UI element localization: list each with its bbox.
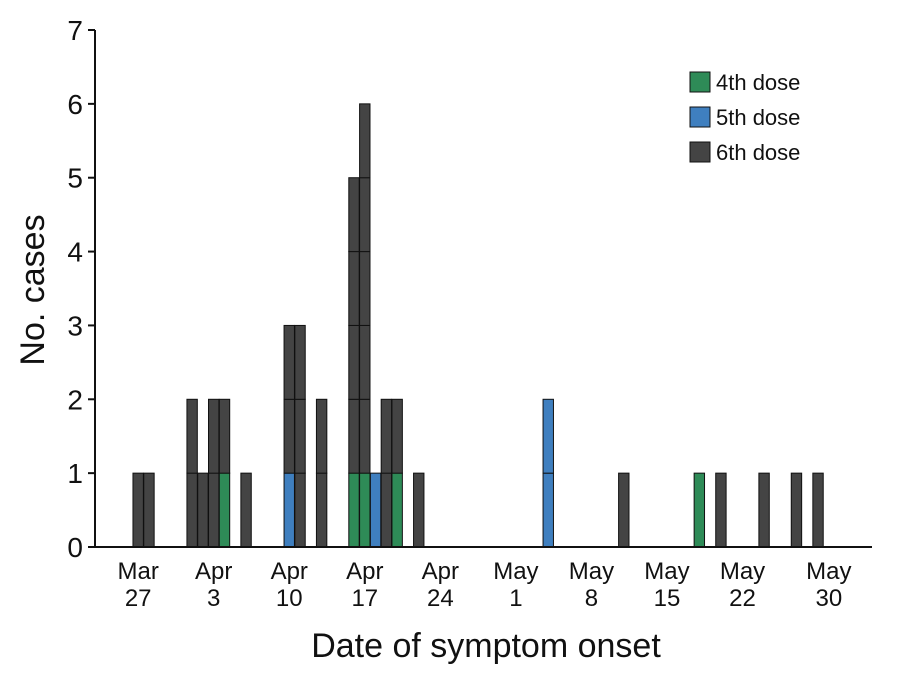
x-tick-label: May 1 bbox=[493, 558, 538, 612]
x-tick-label: Apr 10 bbox=[271, 558, 308, 612]
bar-segment-dose6 bbox=[240, 472, 252, 548]
bar-segment-dose5 bbox=[542, 398, 554, 474]
axes-group bbox=[94, 30, 872, 548]
legend-swatch bbox=[689, 141, 711, 163]
y-tick-label: 2 bbox=[67, 384, 83, 415]
bar-segment-dose6 bbox=[618, 472, 630, 548]
bar-segment-dose6 bbox=[283, 324, 295, 400]
bar-segment-dose4 bbox=[693, 472, 706, 548]
ticks-group: 0 1 2 3 4 5 6 7 Mar 27 Apr 3 Apr 10 Apr 17 Apr 24 May 1 May 8… bbox=[67, 15, 851, 612]
bar-segment-dose6 bbox=[359, 398, 371, 474]
bar-segment-dose4 bbox=[218, 472, 231, 548]
bar-segment-dose4 bbox=[348, 472, 360, 548]
x-tick-label: May 15 bbox=[644, 558, 689, 612]
legend-swatch bbox=[689, 106, 711, 128]
bar-segment-dose6 bbox=[218, 398, 231, 474]
bar-segment-dose6 bbox=[186, 472, 198, 548]
y-tick-label: 1 bbox=[67, 458, 83, 489]
bar-segment-dose6 bbox=[143, 472, 155, 548]
legend-label: 4th dose bbox=[716, 70, 800, 95]
bar-segment-dose6 bbox=[315, 398, 328, 474]
y-tick-label: 5 bbox=[67, 163, 83, 194]
bar-segment-dose6 bbox=[391, 398, 403, 474]
bar-segment-dose6 bbox=[208, 398, 220, 474]
bar-segment-dose6 bbox=[197, 472, 209, 548]
bar-segment-dose6 bbox=[348, 251, 360, 326]
bar-segment-dose6 bbox=[208, 472, 220, 548]
bar-segment-dose6 bbox=[758, 472, 770, 548]
bar-segment-dose6 bbox=[715, 472, 727, 548]
bar-segment-dose6 bbox=[315, 472, 328, 548]
bar-segment-dose6 bbox=[380, 398, 393, 474]
bar-segment-dose6 bbox=[186, 398, 198, 474]
bar-segment-dose6 bbox=[790, 472, 803, 548]
bar-segment-dose6 bbox=[380, 472, 393, 548]
bar-segment-dose6 bbox=[348, 177, 360, 253]
bar-segment-dose6 bbox=[359, 177, 371, 253]
legend-label: 5th dose bbox=[716, 105, 800, 130]
y-tick-label: 7 bbox=[67, 15, 83, 46]
x-tick-label: May 30 bbox=[806, 558, 851, 612]
bar-segment-dose6 bbox=[132, 472, 144, 548]
bar-segment-dose6 bbox=[283, 398, 295, 474]
x-tick-label: Apr 17 bbox=[346, 558, 383, 612]
bar-segment-dose5 bbox=[542, 472, 554, 548]
x-tick-label: Mar 27 bbox=[117, 558, 158, 612]
x-tick-label: May 8 bbox=[569, 558, 614, 612]
y-tick-label: 3 bbox=[67, 310, 83, 341]
y-axis-title: No. cases bbox=[14, 214, 52, 365]
x-tick-label: Apr 3 bbox=[195, 558, 232, 612]
bar-segment-dose5 bbox=[283, 472, 295, 548]
legend-swatch bbox=[689, 71, 711, 93]
bar-segment-dose6 bbox=[359, 251, 371, 326]
bar-segment-dose5 bbox=[369, 472, 382, 548]
bar-segment-dose6 bbox=[359, 324, 371, 400]
legend-label: 6th dose bbox=[716, 140, 800, 165]
bar-segment-dose6 bbox=[294, 324, 306, 400]
bar-segment-dose6 bbox=[294, 472, 306, 548]
x-axis-title: Date of symptom onset bbox=[311, 627, 661, 665]
bar-segment-dose6 bbox=[359, 103, 371, 179]
bar-segment-dose6 bbox=[348, 398, 360, 474]
x-tick-label: May 22 bbox=[720, 558, 765, 612]
bar-segment-dose6 bbox=[348, 324, 360, 400]
bar-segment-dose4 bbox=[359, 472, 371, 548]
y-tick-label: 4 bbox=[67, 237, 83, 268]
legend: 4th dose 5th dose 6th dose bbox=[689, 70, 800, 165]
bar-segment-dose6 bbox=[294, 398, 306, 474]
x-tick-label: Apr 24 bbox=[422, 558, 459, 612]
y-tick-label: 6 bbox=[67, 89, 83, 120]
bar-segment-dose6 bbox=[413, 472, 425, 548]
y-tick-label: 0 bbox=[67, 532, 83, 563]
bar-segment-dose6 bbox=[812, 472, 824, 548]
bars-group bbox=[132, 103, 824, 548]
bar-segment-dose4 bbox=[391, 472, 403, 548]
